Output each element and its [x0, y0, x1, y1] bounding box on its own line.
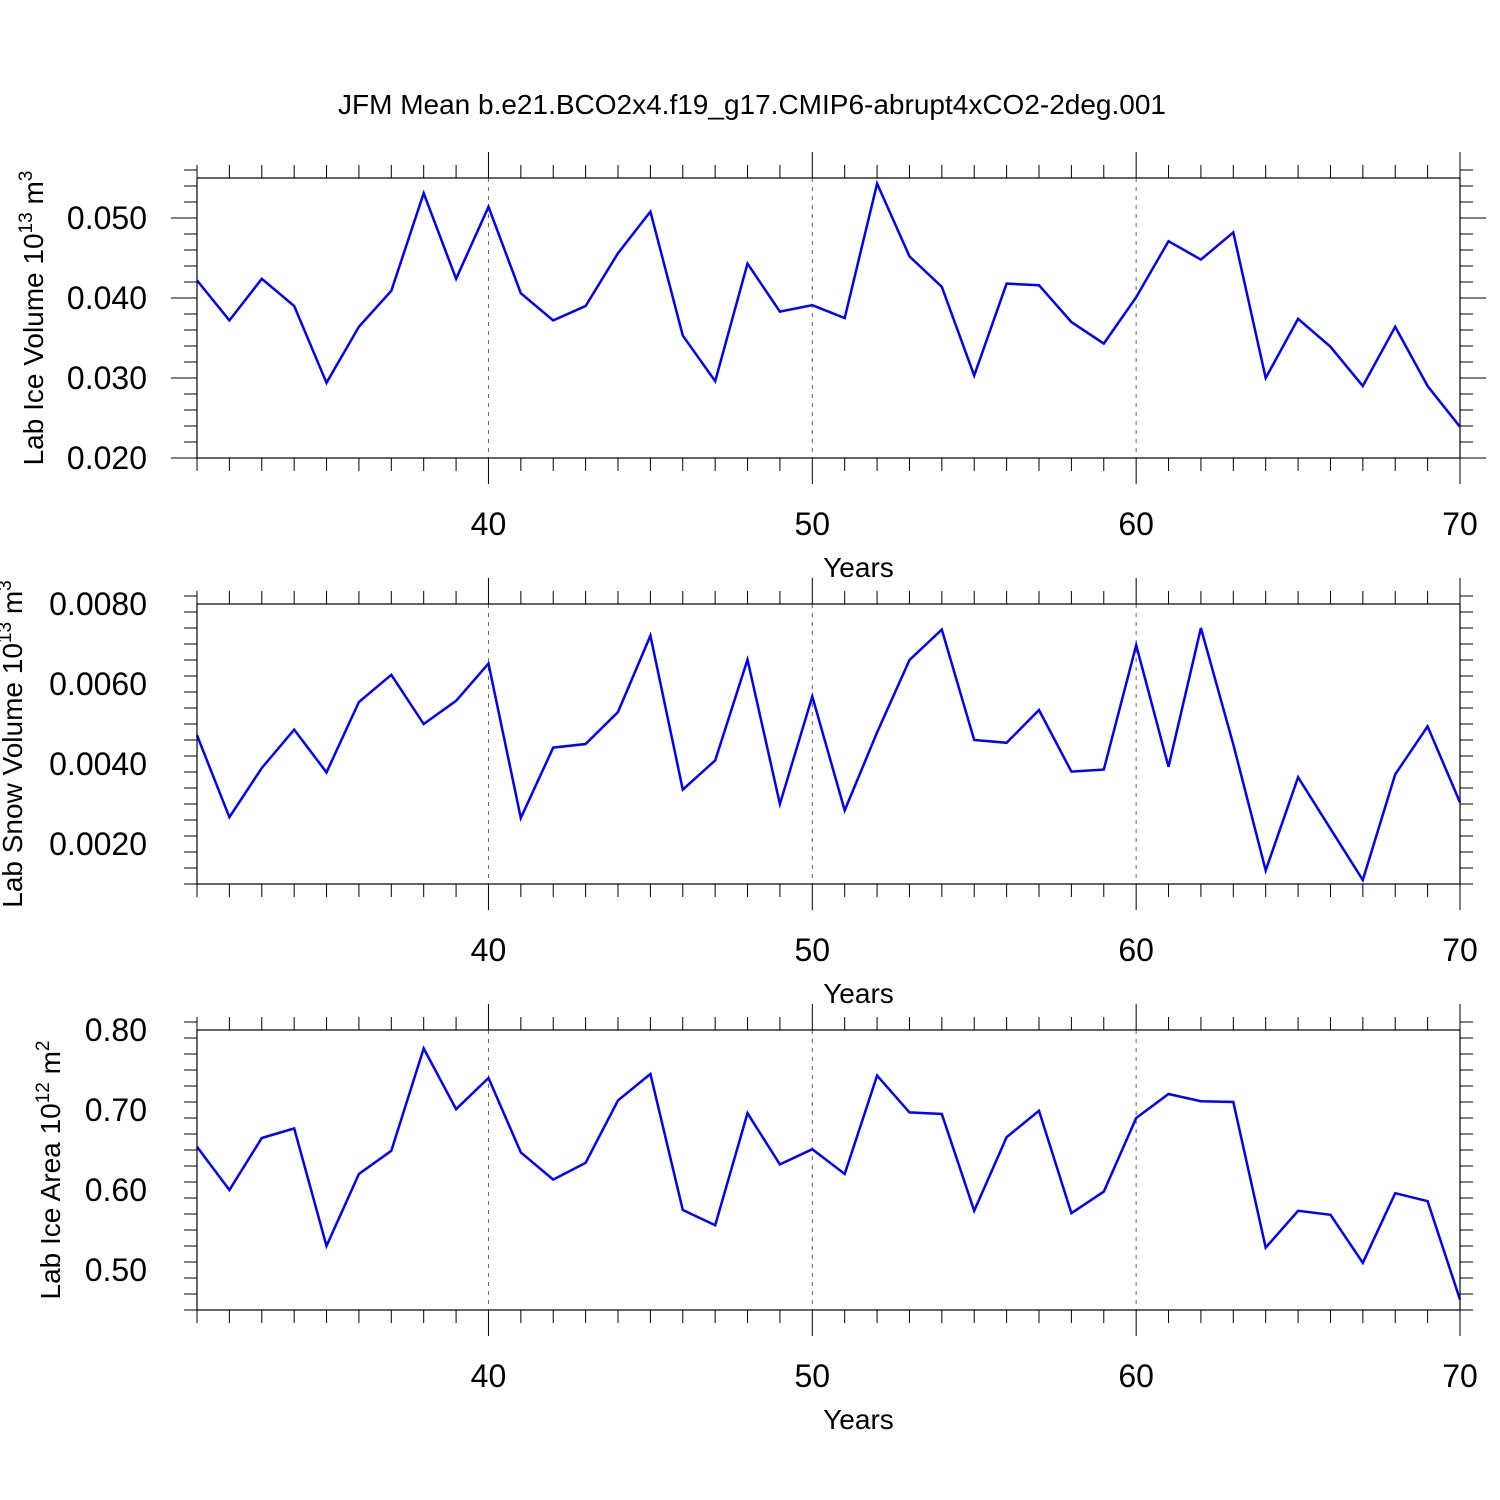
x-axis-label: Years: [823, 1404, 894, 1435]
plot-frame: [196, 1029, 1461, 1311]
panel-ice-area: 0.50 0.60 0.70 0.80 40 50 60 70 Years Lab Ice Are…: [33, 1004, 1478, 1435]
y-tick-label: 0.80: [85, 1012, 147, 1048]
x-axis-label: Years: [823, 978, 894, 1009]
x-tick-label: 50: [795, 1358, 831, 1394]
y-tick-label: 0.020: [67, 440, 147, 476]
x-tick-label: 50: [795, 506, 831, 542]
y-axis-label: Lab Ice Volume 1013 m3: [16, 171, 49, 466]
y-tick-label: 0.050: [67, 200, 147, 236]
plot-frame: [196, 177, 1461, 459]
y-tick-label: 0.70: [85, 1092, 147, 1128]
x-tick-label: 70: [1442, 506, 1478, 542]
y-axis-label: Lab Ice Area 1012 m2: [33, 1041, 66, 1300]
series-line: [196, 179, 1461, 428]
y-tick-label: 0.60: [85, 1172, 147, 1208]
x-tick-label: 50: [795, 932, 831, 968]
series-line: [195, 627, 1462, 883]
y-tick-label: 0.0020: [49, 826, 147, 862]
plot-frame: [196, 603, 1461, 885]
y-tick-label: 0.030: [67, 360, 147, 396]
x-tick-label: 40: [471, 1358, 507, 1394]
y-tick-label: 0.50: [85, 1252, 147, 1288]
x-tick-label: 40: [471, 932, 507, 968]
x-tick-label: 60: [1118, 1358, 1154, 1394]
y-tick-label: 0.0040: [49, 746, 147, 782]
x-tick-label: 70: [1442, 1358, 1478, 1394]
y-tick-label: 0.0080: [49, 586, 147, 622]
panel-snow-volume: 0.0020 0.0040 0.0060 0.0080 40 50 60 70 Years Lab…: [0, 578, 1478, 1009]
y-axis-label: Lab Snow Volume 1013 m3: [0, 580, 28, 907]
x-tick-label: 70: [1442, 932, 1478, 968]
x-tick-label: 40: [471, 506, 507, 542]
x-axis-label: Years: [823, 552, 894, 583]
x-tick-label: 60: [1118, 932, 1154, 968]
y-tick-label: 0.040: [67, 280, 147, 316]
series-line: [196, 1045, 1462, 1300]
x-tick-label: 60: [1118, 506, 1154, 542]
y-tick-label: 0.0060: [49, 666, 147, 702]
figure-title: JFM Mean b.e21.BCO2x4.f19_g17.CMIP6-abru…: [338, 89, 1166, 120]
panel-ice-volume: 0.020 0.030 0.040 0.050 40 50 60 70 Years Lab Ice…: [16, 152, 1486, 583]
